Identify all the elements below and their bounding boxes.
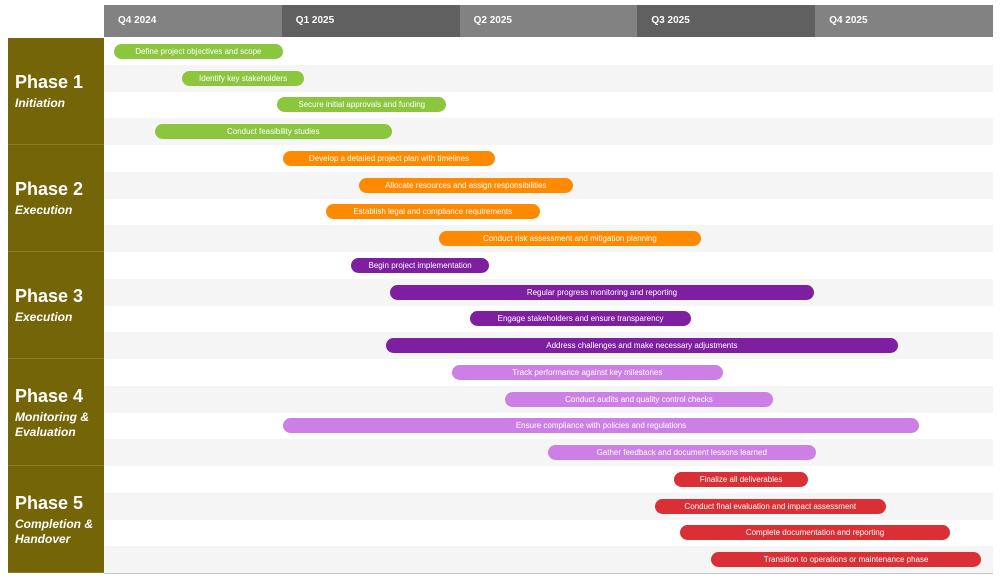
task-bar: Allocate resources and assign responsibi… [358,177,573,193]
phase-divider [104,573,993,574]
task-bar: Ensure compliance with policies and regu… [282,418,920,434]
phase-label: Phase 3 Execution [8,252,104,359]
task-bar: Develop a detailed project plan with tim… [282,150,495,166]
task-bar: Establish legal and compliance requireme… [325,204,540,220]
task-row [104,198,993,226]
phase-subtitle: Completion & Handover [15,516,93,546]
task-bar: Conduct audits and quality control check… [504,391,774,407]
phase-subtitle: Execution [15,203,73,217]
task-bar: Finalize all deliverables [673,471,809,487]
phase-title: Phase 3 [15,286,84,306]
phase-subtitle: Execution [15,310,73,324]
quarter-header: Q4 2024 [104,5,282,37]
task-bar: Begin project implementation [351,257,490,273]
task-bar: Complete documentation and reporting [679,525,951,541]
task-row [104,466,993,493]
phase-title: Phase 4 [15,385,84,406]
task-bar: Gather feedback and document lessons lea… [547,445,816,461]
task-bar: Address challenges and make necessary ad… [386,338,898,354]
phase-subtitle: Monitoring & Evaluation [15,409,89,439]
phase-label: Phase 2 Execution [8,145,104,252]
quarter-header: Q2 2025 [459,5,638,37]
phase-label: Phase 4 Monitoring & Evaluation [8,359,104,466]
task-bar: Identify key stakeholders [181,70,305,86]
task-bar: Engage stakeholders and ensure transpare… [469,311,692,327]
quarter-header: Q1 2025 [281,5,460,37]
task-row [104,145,993,172]
task-bar: Secure initial approvals and funding [277,97,447,113]
task-bar: Conduct feasibility studies [154,124,392,140]
phase-title: Phase 1 [15,72,84,92]
task-bar: Transition to operations or maintenance … [710,552,982,568]
task-bar: Conduct risk assessment and mitigation p… [438,231,702,247]
phase-subtitle: Initiation [15,96,65,110]
task-bar: Define project objectives and scope [113,43,283,59]
phase-title: Phase 2 [15,179,84,199]
task-bar: Track performance against key milestones [452,364,723,380]
task-row [104,91,993,119]
task-bar: Regular progress monitoring and reportin… [389,284,815,300]
phase-title: Phase 5 [15,492,84,513]
phase-label: Phase 5 Completion & Handover [8,466,104,573]
task-bar: Conduct final evaluation and impact asse… [654,498,886,514]
phase-label: Phase 1 Initiation [8,38,104,145]
quarter-header: Q4 2025 [815,5,993,37]
task-row [104,252,993,279]
quarter-header: Q3 2025 [637,5,816,37]
